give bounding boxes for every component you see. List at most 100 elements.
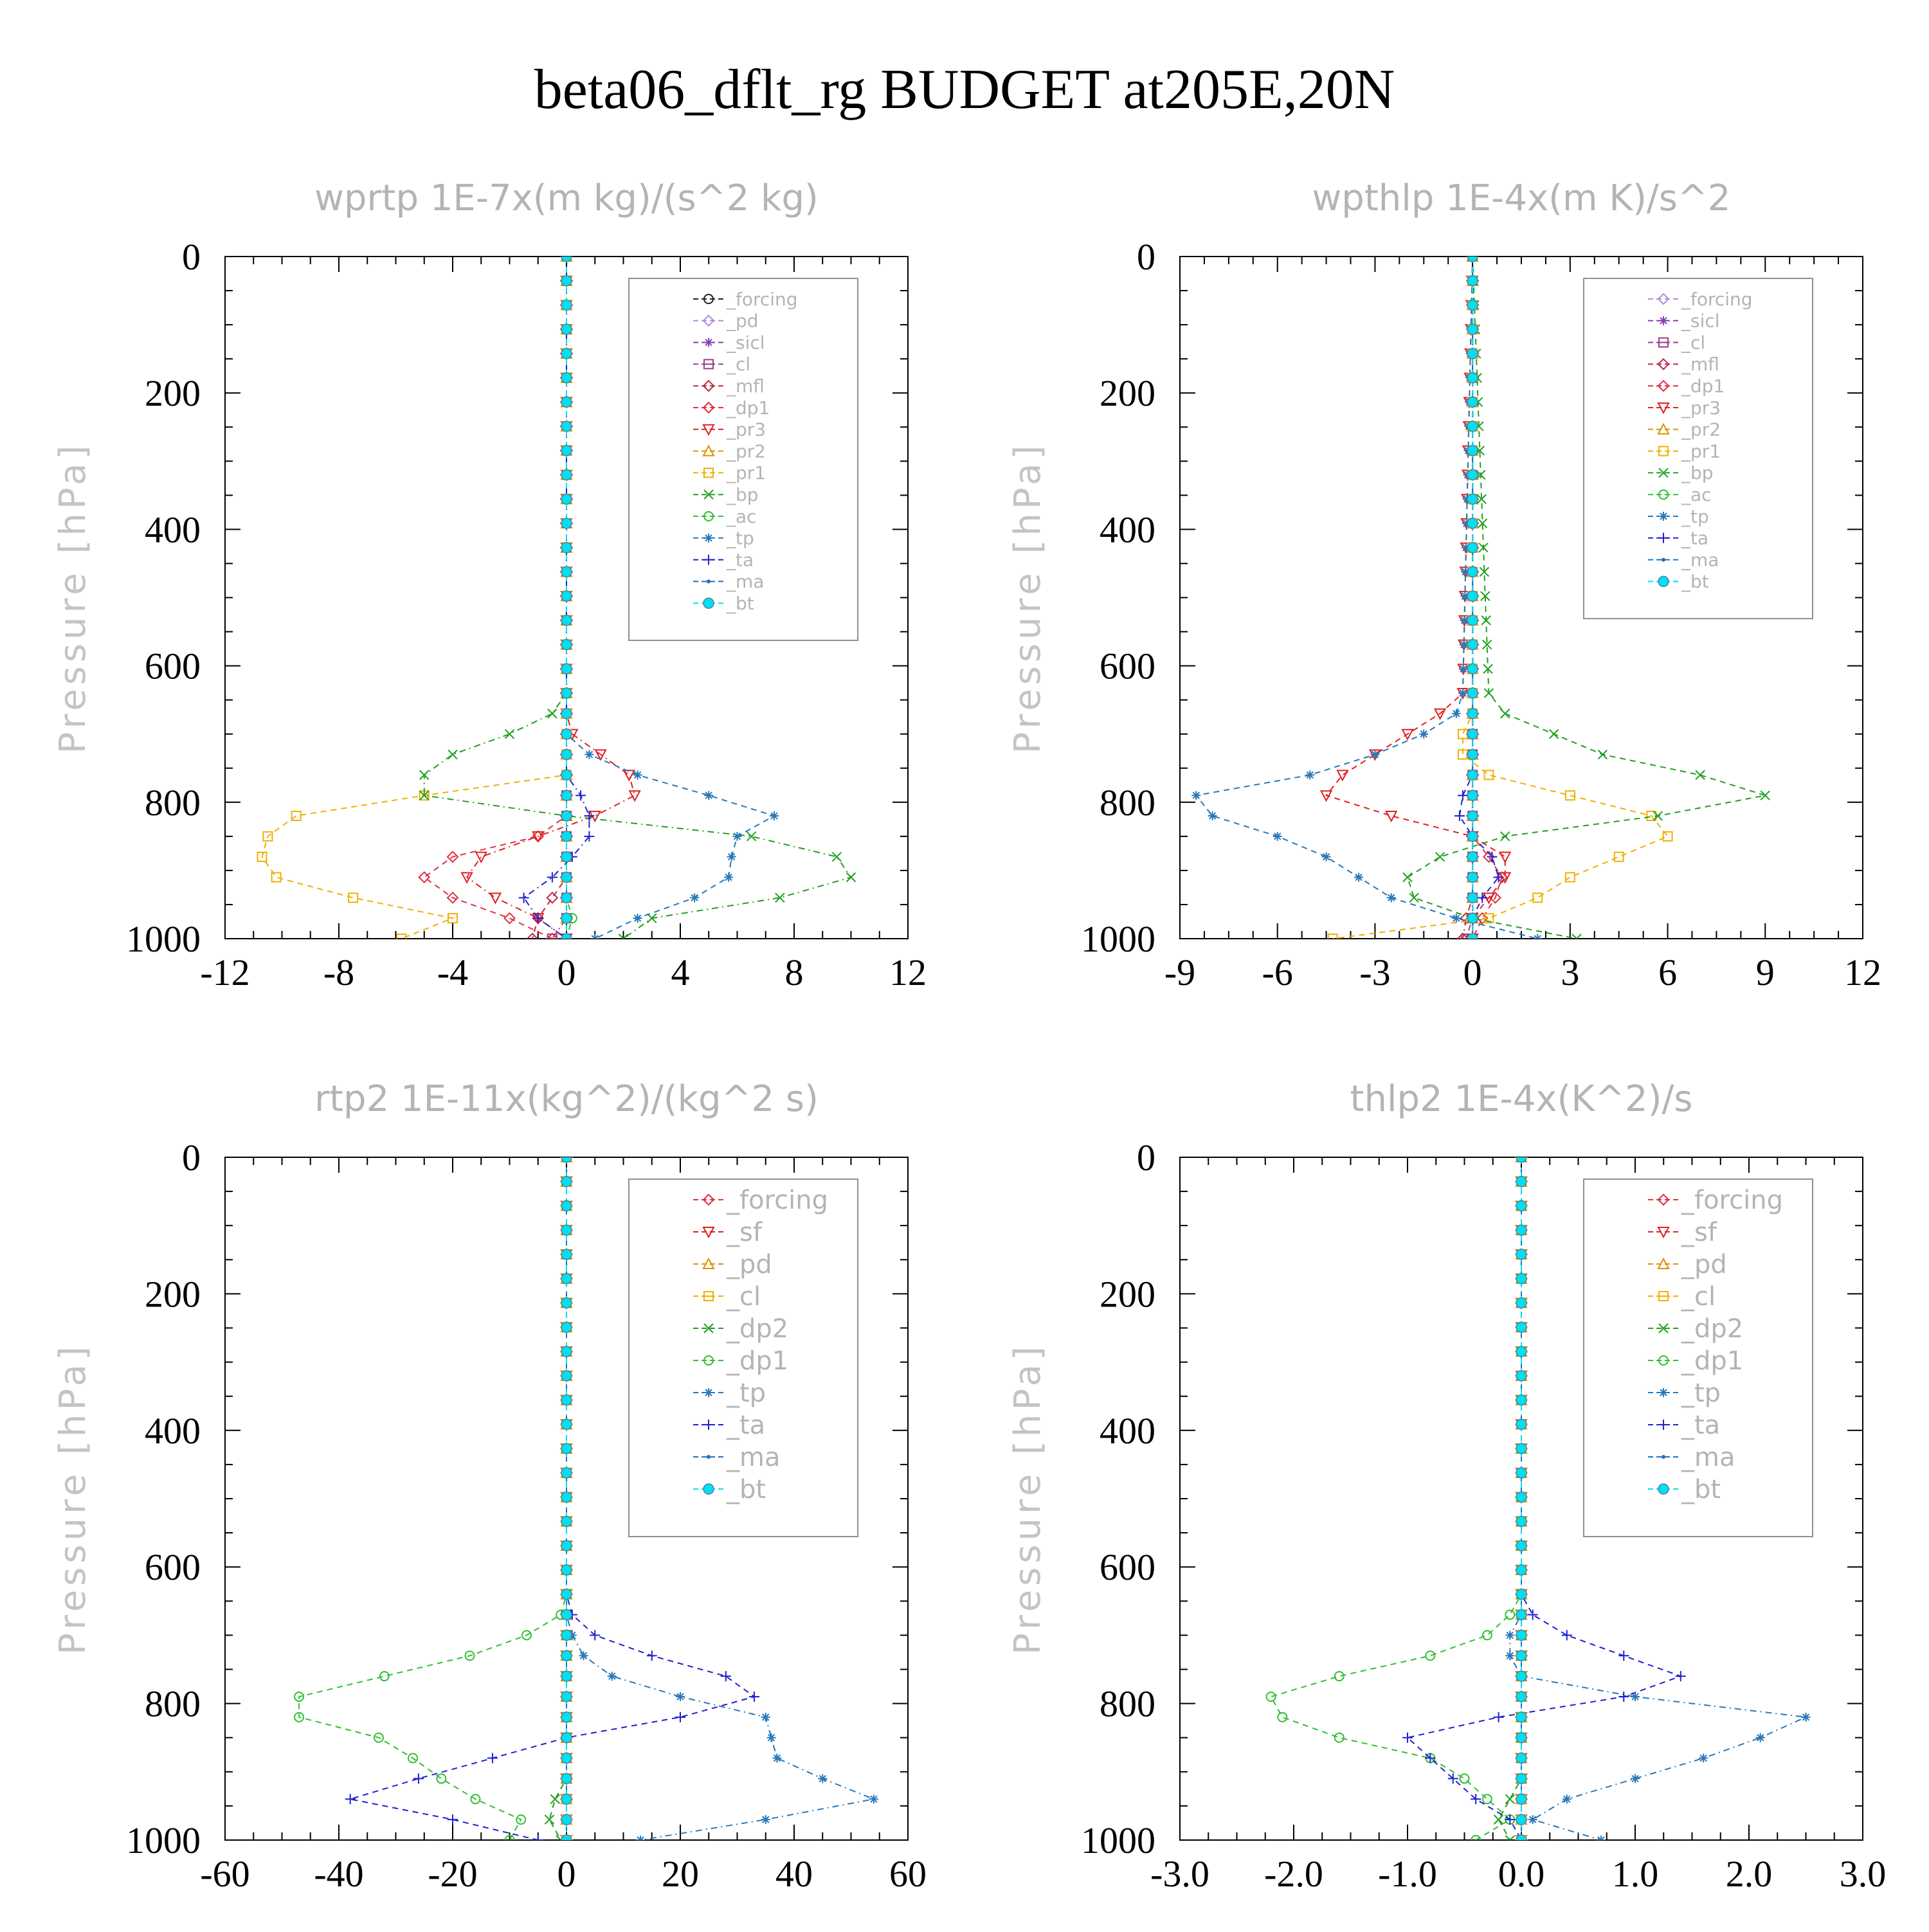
data-point-bt bbox=[561, 1834, 572, 1840]
data-point-tp bbox=[1208, 811, 1217, 821]
legend-marker bbox=[702, 424, 715, 436]
legend-label: _ma bbox=[1681, 549, 1719, 570]
data-point-bt bbox=[561, 892, 572, 904]
legend-marker bbox=[1658, 1355, 1669, 1366]
data-point-bp bbox=[504, 728, 515, 739]
data-point-bt bbox=[1467, 892, 1478, 904]
legend-marker bbox=[702, 379, 715, 392]
data-point-bt bbox=[1516, 1670, 1527, 1682]
y-tick-label: 400 bbox=[1100, 1410, 1155, 1452]
data-point-ta bbox=[1487, 851, 1498, 862]
data-point-ta bbox=[584, 831, 595, 842]
legend-marker bbox=[1657, 402, 1670, 415]
data-point-bp bbox=[831, 851, 842, 862]
data-point-bt bbox=[1467, 493, 1478, 505]
data-point-tp bbox=[869, 1794, 878, 1804]
data-point-ta bbox=[1471, 1794, 1481, 1805]
chart-panel-4: thlp2 1E-4x(K^2)/s Pressure [hPa] -3.0 -2.0… bbox=[1007, 1078, 1886, 1895]
data-point-bt bbox=[1516, 1297, 1527, 1309]
data-point-bt bbox=[561, 1176, 572, 1187]
y-tick-label: 800 bbox=[145, 1683, 201, 1725]
y-tick-label: 800 bbox=[1100, 782, 1155, 824]
data-point-bt bbox=[1467, 372, 1478, 384]
data-point-pr3 bbox=[1385, 811, 1398, 823]
data-point-dp1 bbox=[470, 1794, 481, 1805]
y-tick-label: 400 bbox=[145, 1410, 201, 1452]
panel-title: wpthlp 1E-4x(m K)/s^2 bbox=[1312, 177, 1730, 219]
data-point-bt bbox=[561, 1588, 572, 1600]
data-point-pr3 bbox=[1319, 790, 1333, 802]
data-point-bt bbox=[1467, 541, 1478, 554]
legend-label: _dp1 bbox=[1681, 1346, 1743, 1376]
data-point-dp2 bbox=[544, 1814, 555, 1825]
data-point-bt bbox=[1467, 469, 1478, 481]
data-point-bt bbox=[1516, 1564, 1527, 1576]
data-point-bt bbox=[1467, 299, 1478, 311]
data-point-bt bbox=[1467, 445, 1478, 456]
legend-box bbox=[1583, 278, 1813, 620]
data-point-tp bbox=[1458, 689, 1467, 698]
data-point-tp bbox=[761, 1712, 770, 1722]
data-point-bt bbox=[561, 541, 572, 554]
legend-marker bbox=[702, 444, 715, 456]
series-group bbox=[1191, 257, 1770, 939]
series-line-pr1 bbox=[261, 257, 567, 939]
series-line-ta bbox=[350, 1157, 756, 1840]
data-point-bt bbox=[561, 1711, 572, 1723]
data-point-bt bbox=[1516, 1609, 1527, 1621]
series-line-bp bbox=[423, 257, 853, 939]
data-point-bt bbox=[1516, 1629, 1527, 1641]
x-tick-label: -8 bbox=[323, 952, 354, 993]
y-tick-label: 1000 bbox=[1081, 918, 1155, 960]
legend-label: _mfl bbox=[1681, 354, 1719, 375]
x-tick-label: -40 bbox=[314, 1853, 363, 1895]
legend-marker bbox=[703, 1323, 714, 1333]
data-point-tp bbox=[732, 831, 742, 841]
data-point-ta bbox=[1447, 1773, 1458, 1784]
data-point-dp1 bbox=[408, 1753, 419, 1764]
data-point-dp1 bbox=[446, 891, 459, 904]
legend-label: _forcing bbox=[1681, 1186, 1783, 1215]
data-point-bt bbox=[1516, 1224, 1527, 1236]
data-point-bt bbox=[1467, 728, 1478, 740]
data-point-tp bbox=[1305, 770, 1315, 780]
data-point-bt bbox=[561, 566, 572, 578]
x-tick-label: 2.0 bbox=[1726, 1853, 1773, 1895]
data-point-bp bbox=[1409, 892, 1419, 903]
legend-label: _forcing bbox=[726, 289, 798, 310]
legend-marker bbox=[1657, 1227, 1670, 1239]
data-point-bt bbox=[1467, 769, 1478, 781]
data-point-bt bbox=[561, 748, 572, 761]
data-point-bp bbox=[1483, 664, 1493, 674]
data-point-bt bbox=[1467, 257, 1478, 262]
data-point-ta bbox=[487, 1753, 498, 1764]
y-tick-label: 200 bbox=[1100, 1273, 1155, 1315]
legend-marker bbox=[703, 1483, 714, 1495]
data-point-bt bbox=[1467, 615, 1478, 626]
data-point-tp bbox=[579, 1651, 588, 1661]
data-point-tp bbox=[1451, 709, 1461, 718]
series-line-ta bbox=[1406, 1157, 1683, 1840]
legend-marker bbox=[1658, 575, 1669, 588]
data-point-bp bbox=[1571, 934, 1582, 939]
data-point-bt bbox=[561, 445, 572, 456]
data-point-bp bbox=[1476, 469, 1486, 480]
y-tick-label: 0 bbox=[1137, 1137, 1155, 1178]
legend-label: _sicl bbox=[1681, 311, 1720, 332]
data-point-bt bbox=[561, 518, 572, 529]
legend-marker bbox=[1658, 489, 1669, 500]
data-point-bt bbox=[1516, 1731, 1527, 1744]
data-point-bt bbox=[1516, 1588, 1527, 1600]
legend-marker bbox=[702, 314, 715, 327]
x-tick-label: -9 bbox=[1164, 952, 1195, 993]
legend-label: _sf bbox=[726, 1218, 763, 1247]
x-tick-label: -3 bbox=[1359, 952, 1390, 993]
data-point-dp1 bbox=[1334, 1732, 1345, 1743]
data-point-bt bbox=[561, 1467, 572, 1479]
data-point-ta bbox=[1493, 1711, 1504, 1722]
data-point-bt bbox=[561, 1346, 572, 1357]
data-point-tp bbox=[1461, 567, 1471, 577]
x-tick-label: 1.0 bbox=[1612, 1853, 1659, 1895]
data-point-dp1 bbox=[1481, 1630, 1492, 1641]
